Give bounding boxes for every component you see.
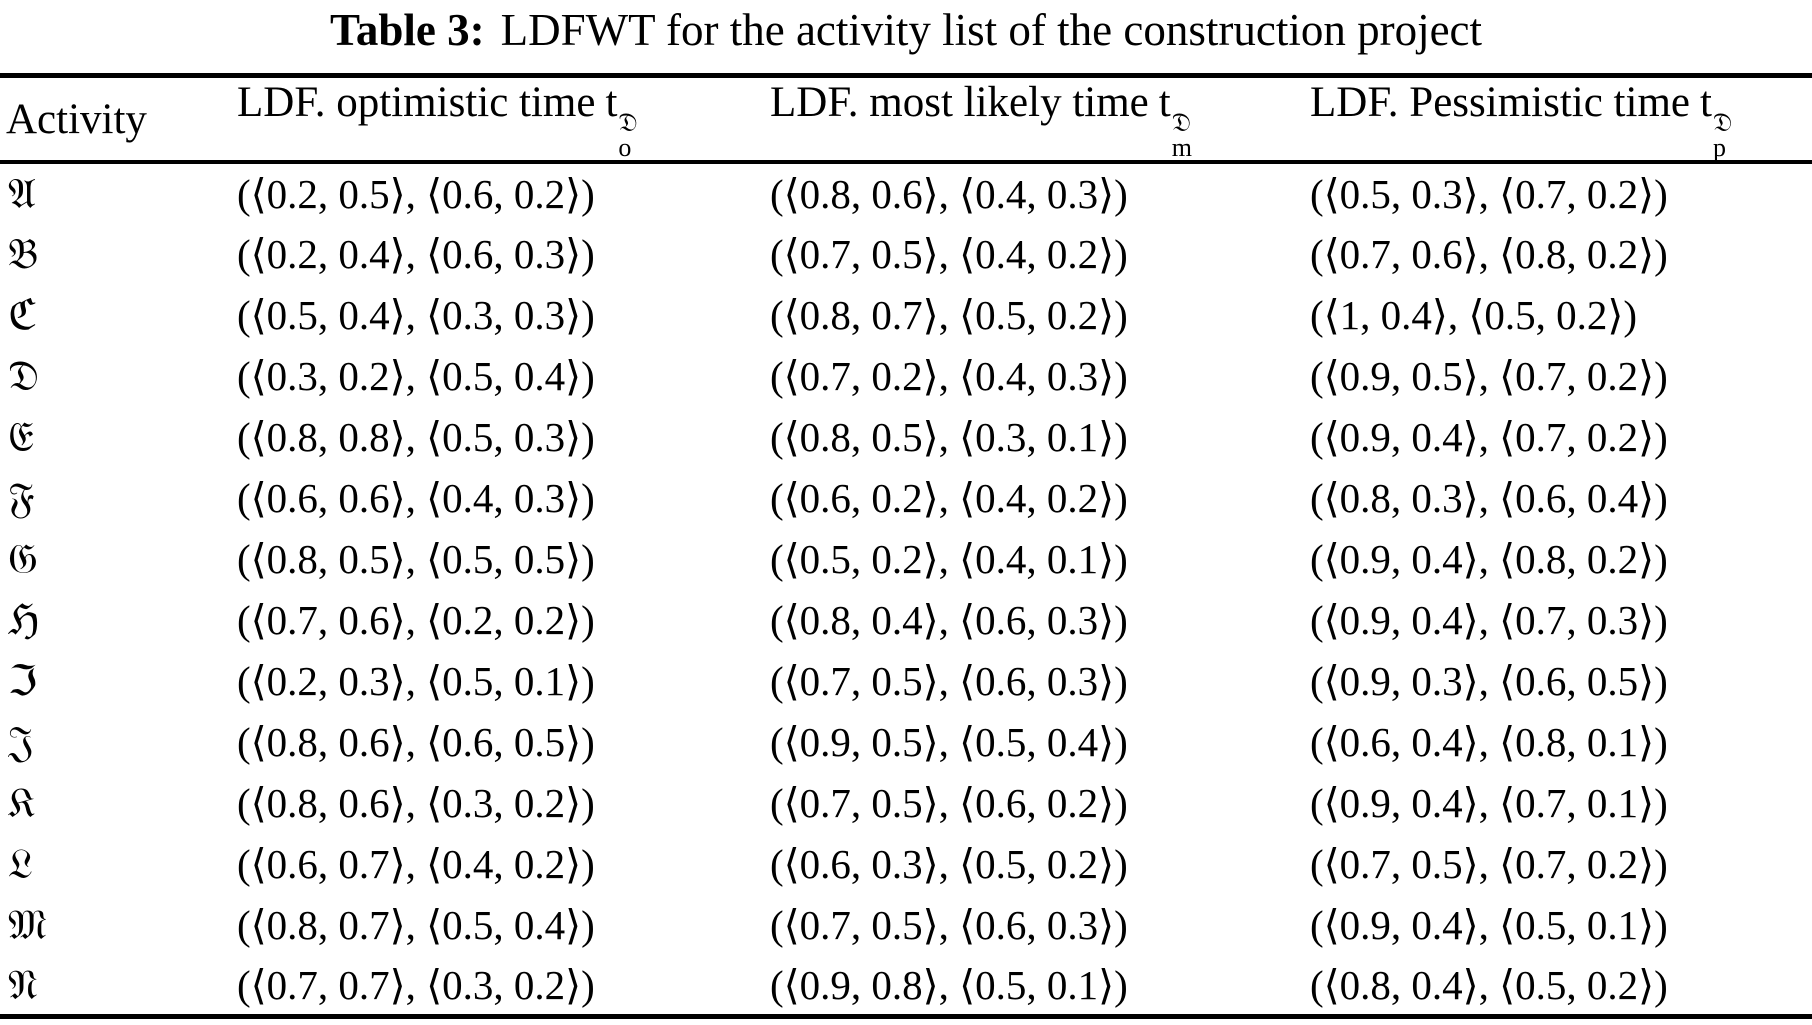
activity-cell: 𝔉 [8, 472, 35, 522]
most-likely-cell: (⟨0.7, 0.5⟩, ⟨0.6, 0.3⟩) [770, 901, 1128, 948]
pessimistic-cell: (⟨0.7, 0.5⟩, ⟨0.7, 0.2⟩) [1310, 840, 1668, 887]
activity-cell: 𝔊 [8, 533, 38, 583]
optimistic-cell: (⟨0.6, 0.6⟩, ⟨0.4, 0.3⟩) [237, 474, 595, 521]
pessimistic-cell: (⟨0.9, 0.5⟩, ⟨0.7, 0.2⟩) [1310, 352, 1668, 399]
symbol-subscript: p [1712, 132, 1726, 162]
activity-cell: ℌ [8, 595, 40, 645]
optimistic-cell: (⟨0.8, 0.6⟩, ⟨0.6, 0.5⟩) [237, 718, 595, 765]
optimistic-cell: (⟨0.7, 0.6⟩, ⟨0.2, 0.2⟩) [237, 596, 595, 643]
optimistic-cell: (⟨0.8, 0.7⟩, ⟨0.5, 0.4⟩) [237, 901, 595, 948]
pessimistic-cell: (⟨1, 0.4⟩, ⟨0.5, 0.2⟩) [1310, 291, 1638, 338]
most-likely-cell: (⟨0.7, 0.5⟩, ⟨0.6, 0.3⟩) [770, 657, 1128, 704]
pessimistic-cell: (⟨0.6, 0.4⟩, ⟨0.8, 0.1⟩) [1310, 718, 1668, 765]
table-row: 𝔈 (⟨0.8, 0.8⟩, ⟨0.5, 0.3⟩) (⟨0.8, 0.5⟩, … [0, 406, 1812, 467]
table-row: ℭ (⟨0.5, 0.4⟩, ⟨0.3, 0.3⟩) (⟨0.8, 0.7⟩, … [0, 284, 1812, 345]
activity-cell: 𝔄 [8, 168, 36, 218]
activity-cell: ℑ [8, 656, 38, 706]
most-likely-cell: (⟨0.9, 0.5⟩, ⟨0.5, 0.4⟩) [770, 718, 1128, 765]
most-likely-cell: (⟨0.5, 0.2⟩, ⟨0.4, 0.1⟩) [770, 535, 1128, 582]
table-body: 𝔄 (⟨0.2, 0.5⟩, ⟨0.6, 0.2⟩) (⟨0.8, 0.6⟩, … [0, 162, 1812, 1016]
table-row: ℑ (⟨0.2, 0.3⟩, ⟨0.5, 0.1⟩) (⟨0.7, 0.5⟩, … [0, 650, 1812, 711]
activity-cell: 𝔅 [8, 228, 39, 278]
caption-text: LDFWT for the activity list of the const… [500, 5, 1483, 55]
activity-cell: 𝔑 [8, 959, 38, 1009]
optimistic-cell: (⟨0.5, 0.4⟩, ⟨0.3, 0.3⟩) [237, 291, 595, 338]
most-likely-cell: (⟨0.8, 0.4⟩, ⟨0.6, 0.3⟩) [770, 596, 1128, 643]
table-caption: Table 3: LDFWT for the activity list of t… [0, 4, 1812, 56]
symbol-superscript: 𝔇 [1712, 108, 1733, 137]
caption-label: Table 3: [329, 5, 485, 55]
optimistic-cell: (⟨0.6, 0.7⟩, ⟨0.4, 0.2⟩) [237, 840, 595, 887]
symbol-superscript: 𝔇 [618, 108, 638, 137]
pessimistic-cell: (⟨0.7, 0.6⟩, ⟨0.8, 0.2⟩) [1310, 230, 1668, 277]
pessimistic-cell: (⟨0.9, 0.4⟩, ⟨0.7, 0.2⟩) [1310, 413, 1668, 460]
activity-cell: 𝔈 [8, 411, 34, 461]
symbol-base: t [1158, 79, 1171, 126]
most-likely-cell: (⟨0.6, 0.2⟩, ⟨0.4, 0.2⟩) [770, 474, 1128, 521]
header-activity-label: Activity [6, 95, 147, 143]
table-row: 𝔄 (⟨0.2, 0.5⟩, ⟨0.6, 0.2⟩) (⟨0.8, 0.6⟩, … [0, 162, 1812, 223]
optimistic-cell: (⟨0.8, 0.8⟩, ⟨0.5, 0.3⟩) [237, 413, 595, 460]
pessimistic-cell: (⟨0.9, 0.3⟩, ⟨0.6, 0.5⟩) [1310, 657, 1668, 704]
symbol-superscript: 𝔇 [1171, 108, 1192, 137]
symbol-base: t [1700, 79, 1712, 126]
table-row: 𝔅 (⟨0.2, 0.4⟩, ⟨0.6, 0.3⟩) (⟨0.7, 0.5⟩, … [0, 223, 1812, 284]
most-likely-cell: (⟨0.8, 0.6⟩, ⟨0.4, 0.3⟩) [770, 170, 1128, 217]
table-row: 𝔍 (⟨0.8, 0.6⟩, ⟨0.6, 0.5⟩) (⟨0.9, 0.5⟩, … [0, 711, 1812, 772]
most-likely-cell: (⟨0.7, 0.5⟩, ⟨0.6, 0.2⟩) [770, 779, 1128, 826]
activity-cell: 𝔏 [8, 838, 33, 888]
table-row: 𝔎 (⟨0.8, 0.6⟩, ⟨0.3, 0.2⟩) (⟨0.7, 0.5⟩, … [0, 772, 1812, 833]
column-header-activity: Activity [0, 75, 233, 165]
table-row: ℌ (⟨0.7, 0.6⟩, ⟨0.2, 0.2⟩) (⟨0.8, 0.4⟩, … [0, 589, 1812, 650]
most-likely-cell: (⟨0.8, 0.7⟩, ⟨0.5, 0.2⟩) [770, 291, 1128, 338]
activity-cell: ℭ [8, 290, 38, 340]
pessimistic-cell: (⟨0.9, 0.4⟩, ⟨0.5, 0.1⟩) [1310, 901, 1668, 948]
activity-cell: 𝔍 [8, 716, 34, 766]
most-likely-cell: (⟨0.6, 0.3⟩, ⟨0.5, 0.2⟩) [770, 840, 1128, 887]
pessimistic-cell: (⟨0.9, 0.4⟩, ⟨0.8, 0.2⟩) [1310, 535, 1668, 582]
optimistic-cell: (⟨0.2, 0.4⟩, ⟨0.6, 0.3⟩) [237, 230, 595, 277]
table-row: 𝔑 (⟨0.7, 0.7⟩, ⟨0.3, 0.2⟩) (⟨0.9, 0.8⟩, … [0, 955, 1812, 1016]
pessimistic-cell: (⟨0.5, 0.3⟩, ⟨0.7, 0.2⟩) [1310, 170, 1668, 217]
table-row: 𝔏 (⟨0.6, 0.7⟩, ⟨0.4, 0.2⟩) (⟨0.6, 0.3⟩, … [0, 833, 1812, 894]
activity-cell: 𝔎 [8, 777, 36, 827]
symbol-subscript: m [1171, 132, 1192, 162]
table-row: 𝔐 (⟨0.8, 0.7⟩, ⟨0.5, 0.4⟩) (⟨0.7, 0.5⟩, … [0, 894, 1812, 955]
pessimistic-cell: (⟨0.8, 0.4⟩, ⟨0.5, 0.2⟩) [1310, 961, 1668, 1008]
symbol-base: t [605, 79, 618, 126]
activity-cell: 𝔐 [8, 899, 47, 949]
most-likely-cell: (⟨0.7, 0.2⟩, ⟨0.4, 0.3⟩) [770, 352, 1128, 399]
pessimistic-cell: (⟨0.9, 0.4⟩, ⟨0.7, 0.1⟩) [1310, 779, 1668, 826]
pessimistic-cell: (⟨0.8, 0.3⟩, ⟨0.6, 0.4⟩) [1310, 474, 1668, 521]
header-pessimistic-label: LDF. Pessimistic time [1310, 79, 1690, 126]
optimistic-cell: (⟨0.2, 0.3⟩, ⟨0.5, 0.1⟩) [237, 657, 595, 704]
table-row: 𝔉 (⟨0.6, 0.6⟩, ⟨0.4, 0.3⟩) (⟨0.6, 0.2⟩, … [0, 467, 1812, 528]
optimistic-cell: (⟨0.7, 0.7⟩, ⟨0.3, 0.2⟩) [237, 961, 595, 1008]
activity-cell: 𝔇 [8, 350, 40, 400]
pessimistic-cell: (⟨0.9, 0.4⟩, ⟨0.7, 0.3⟩) [1310, 596, 1668, 643]
optimistic-cell: (⟨0.3, 0.2⟩, ⟨0.5, 0.4⟩) [237, 352, 595, 399]
symbol-subscript: o [618, 132, 632, 162]
most-likely-cell: (⟨0.8, 0.5⟩, ⟨0.3, 0.1⟩) [770, 413, 1128, 460]
optimistic-cell: (⟨0.8, 0.5⟩, ⟨0.5, 0.5⟩) [237, 535, 595, 582]
header-most-likely-label: LDF. most likely time [770, 79, 1149, 126]
most-likely-cell: (⟨0.9, 0.8⟩, ⟨0.5, 0.1⟩) [770, 961, 1128, 1008]
optimistic-cell: (⟨0.8, 0.6⟩, ⟨0.3, 0.2⟩) [237, 779, 595, 826]
header-optimistic-label: LDF. optimistic time [237, 79, 596, 126]
most-likely-cell: (⟨0.7, 0.5⟩, ⟨0.4, 0.2⟩) [770, 230, 1128, 277]
optimistic-cell: (⟨0.2, 0.5⟩, ⟨0.6, 0.2⟩) [237, 170, 595, 217]
table-row: 𝔇 (⟨0.3, 0.2⟩, ⟨0.5, 0.4⟩) (⟨0.7, 0.2⟩, … [0, 345, 1812, 406]
table-row: 𝔊 (⟨0.8, 0.5⟩, ⟨0.5, 0.5⟩) (⟨0.5, 0.2⟩, … [0, 528, 1812, 589]
